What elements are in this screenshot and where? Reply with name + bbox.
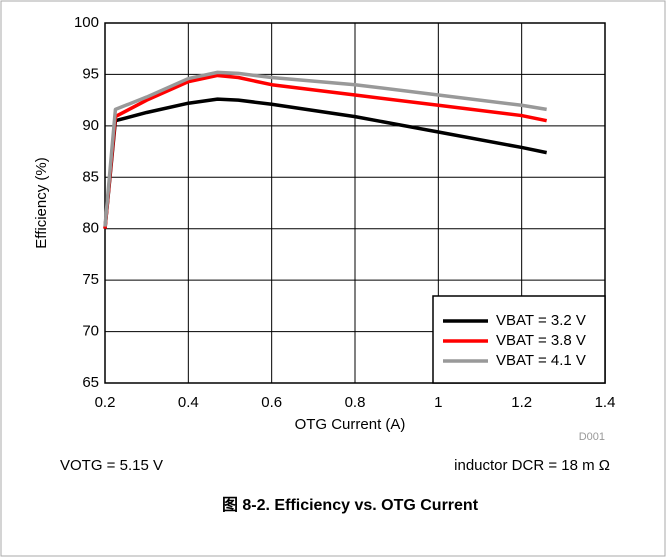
figure-id: D001 (579, 431, 605, 443)
series-line (103, 73, 548, 229)
y-axis-label: Efficiency (%) (33, 157, 50, 248)
y-tick-label: 65 (82, 374, 99, 391)
y-tick-label: 70 (82, 323, 99, 340)
annotation: VOTG = 5.15 V (60, 457, 163, 474)
y-tick-label: 90 (82, 117, 99, 134)
x-tick-label: 1.2 (511, 394, 532, 411)
legend-label: VBAT = 4.1 V (496, 352, 586, 369)
y-tick-label: 85 (82, 168, 99, 185)
legend-label: VBAT = 3.8 V (496, 332, 586, 349)
y-tick-label: 100 (74, 14, 99, 31)
chart-title: 图 8-2. Efficiency vs. OTG Current (222, 496, 479, 514)
legend-label: VBAT = 3.2 V (496, 312, 586, 329)
y-tick-label: 75 (82, 271, 99, 288)
x-tick-label: 0.4 (178, 394, 199, 411)
annotation: inductor DCR = 18 m Ω (454, 457, 610, 474)
x-tick-label: 1.4 (595, 394, 616, 411)
x-tick-label: 1 (434, 394, 442, 411)
x-tick-label: 0.6 (261, 394, 282, 411)
x-tick-label: 0.8 (345, 394, 366, 411)
plot-frame (104, 22, 606, 384)
series-line (103, 70, 547, 227)
x-axis-label: OTG Current (A) (295, 416, 406, 433)
legend-box (432, 295, 606, 384)
series-line (103, 97, 548, 229)
y-tick-label: 95 (82, 65, 99, 82)
x-tick-label: 0.2 (95, 394, 116, 411)
y-tick-label: 80 (82, 220, 99, 237)
